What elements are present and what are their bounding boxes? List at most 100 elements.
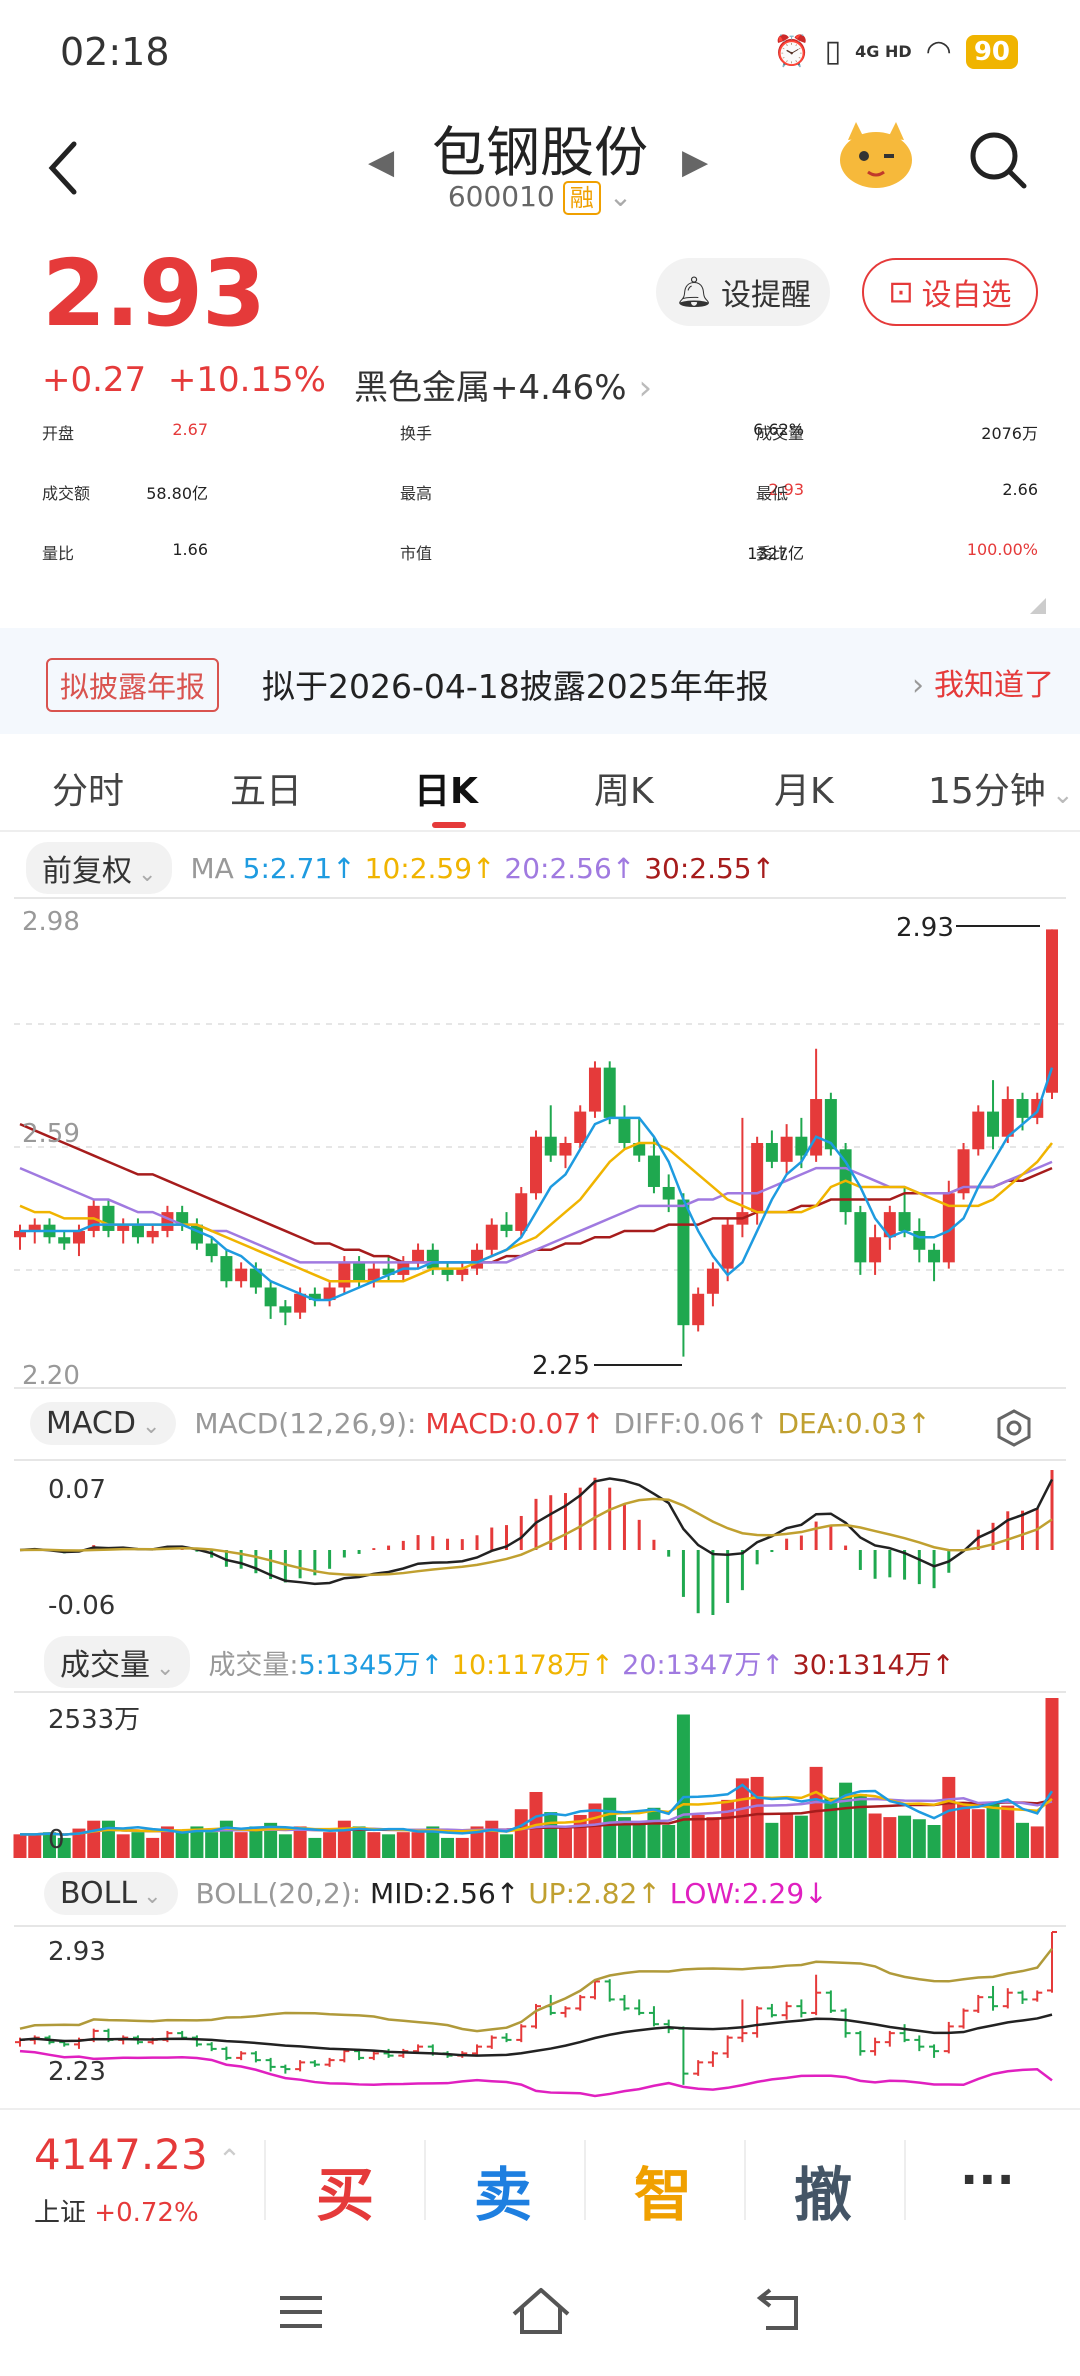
volume-bar (514, 1809, 528, 1858)
volume-bar (632, 1821, 646, 1858)
tab-15min[interactable]: 15分钟 ⌄ (928, 762, 1074, 814)
volume-bar (853, 1794, 867, 1858)
candle-body (824, 1099, 837, 1150)
volume-bar (175, 1832, 189, 1858)
back-icon[interactable] (48, 140, 78, 196)
volume-bar (544, 1812, 558, 1858)
sell-button[interactable]: 卖 (474, 2161, 533, 2229)
macd-values: MACD(12,26,9): MACD:0.07↑ DIFF:0.06↑ DEA… (194, 1407, 930, 1440)
smart-button[interactable]: 智 (634, 2161, 693, 2229)
candle-body (412, 1249, 425, 1263)
dismiss-notice-button[interactable]: › 我知道了 (912, 660, 1054, 704)
ma-label: MA (190, 851, 234, 885)
volume-bar (603, 1797, 617, 1858)
candle-body (883, 1212, 896, 1238)
tab-monthly-k[interactable]: 月K (774, 771, 834, 812)
volume-bar (1030, 1826, 1044, 1858)
prev-stock-icon[interactable]: ◀ (368, 142, 395, 182)
bell-icon: 🔔︎ (674, 274, 714, 310)
ma20-text: 20:2.56 (504, 851, 612, 885)
kline-legend: 前复权 ⌄ MA 5:2.71↑ 10:2.59↑ 20:2.56↑ 30:2.5… (26, 842, 775, 894)
candle-body (117, 1224, 130, 1231)
ma-values[interactable]: MA 5:2.71↑ 10:2.59↑ 20:2.56↑ 30:2.55↑ (190, 852, 775, 885)
index-widget[interactable]: 4147.23 ⌃ (34, 2130, 241, 2179)
dea-line (19, 1497, 1053, 1577)
candle-body (131, 1224, 144, 1238)
search-icon[interactable] (968, 130, 1028, 190)
volume-ma10-line (20, 1790, 1053, 1836)
stock-code-row[interactable]: 600010 融 ⌄ (0, 180, 1080, 215)
clock: 02:18 (60, 30, 170, 74)
chevron-right-icon: › (912, 668, 924, 703)
price-change: +0.27 +10.15% (42, 360, 326, 400)
tab-intraday[interactable]: 分时 (52, 771, 125, 812)
mascot-icon[interactable] (834, 120, 918, 190)
tab-weekly-k[interactable]: 周K (594, 771, 654, 812)
more-button[interactable]: ··· (960, 2152, 1015, 2208)
volume-selector[interactable]: 成交量 ⌄ (44, 1636, 191, 1688)
vol5-text: 5:1345万 (298, 1649, 421, 1681)
volume-bar (809, 1766, 823, 1858)
candle-body (942, 1193, 955, 1263)
candle-body (928, 1249, 941, 1263)
volume-chart[interactable]: 2533万 0 (0, 1690, 1080, 1860)
tab-daily-k[interactable]: 日K (414, 771, 478, 812)
macd-selector[interactable]: MACD ⌄ (30, 1402, 177, 1445)
divider (904, 2140, 906, 2220)
volume-bar (794, 1815, 808, 1858)
buy-button[interactable]: 买 (316, 2161, 375, 2229)
adjust-selector[interactable]: 前复权 ⌄ (26, 842, 173, 894)
candlestick-chart[interactable]: 2.98 2.59 2.20 2.93 2.25 (0, 896, 1080, 1396)
macd-chart[interactable]: 0.07 -0.06 (0, 1458, 1080, 1640)
boll-selector[interactable]: BOLL ⌄ (44, 1872, 178, 1915)
candle-body (58, 1237, 71, 1244)
ma10-text: 10:2.59 (364, 851, 473, 885)
ma30-text: 30:2.55 (644, 851, 752, 885)
stat-value: 1.66 (172, 540, 208, 559)
volume-bar (883, 1817, 897, 1858)
volume-bar (868, 1813, 882, 1858)
vol30-text: 30:1314万 (792, 1649, 932, 1681)
boll-chart[interactable]: 2.93 2.23 (0, 1924, 1080, 2104)
period-tabs: 分时 五日 日K 周K 月K 15分钟 ⌄ (0, 740, 1080, 832)
add-watchlist-label: 设自选 (921, 278, 1012, 313)
volume-bar (57, 1837, 71, 1858)
dea-value: DEA:0.03↑ (777, 1407, 931, 1440)
stat-label: 成交量 (756, 424, 805, 443)
macd-pill-label: MACD (46, 1406, 136, 1441)
settings-hexagon-icon[interactable] (996, 1408, 1032, 1448)
add-watchlist-button[interactable]: ⊡ 设自选 (862, 258, 1038, 326)
menu-icon[interactable] (276, 2292, 326, 2332)
back-nav-icon[interactable] (752, 2288, 806, 2334)
candle-body (146, 1230, 159, 1238)
candle-body (721, 1224, 734, 1269)
next-stock-icon[interactable]: ▶ (682, 142, 709, 182)
high-label: 2.93 (896, 913, 954, 943)
expand-corner-icon[interactable] (1030, 598, 1046, 614)
volume-bar (957, 1803, 971, 1858)
volume-y-top: 2533万 (48, 1705, 140, 1735)
volume-bar (411, 1832, 425, 1858)
chevron-down-icon: ⌄ (141, 1414, 161, 1439)
candle-body (987, 1111, 1000, 1137)
candle-body (500, 1224, 513, 1231)
volume-bar (927, 1824, 941, 1858)
volume-bar (160, 1826, 174, 1858)
vol10-value: 10:1178万↑ (451, 1649, 614, 1681)
chevron-down-icon: ⌄ (156, 1656, 175, 1681)
notice-bar: 拟披露年报 拟于2026-04-18披露2025年年报 › 我知道了 (0, 628, 1080, 734)
tab-five-day[interactable]: 五日 (230, 771, 303, 812)
volume-bar (898, 1815, 912, 1858)
stat-value: 1327亿 (747, 544, 804, 563)
macd-y-top: 0.07 (48, 1475, 106, 1505)
volume-pill-label: 成交量 (60, 1648, 150, 1683)
cancel-order-button[interactable]: 撤 (794, 2161, 853, 2229)
boll-y-top: 2.93 (48, 1937, 106, 1967)
sector-link[interactable]: 黑色金属+4.46% › (354, 360, 652, 409)
stat-label: 开盘 (42, 424, 75, 443)
home-icon[interactable] (510, 2286, 572, 2336)
candle-body (1016, 1099, 1029, 1118)
set-alert-button[interactable]: 🔔︎ 设提醒 (656, 258, 830, 326)
stock-name: 包钢股份 (432, 121, 648, 184)
volume-bar (470, 1826, 484, 1858)
